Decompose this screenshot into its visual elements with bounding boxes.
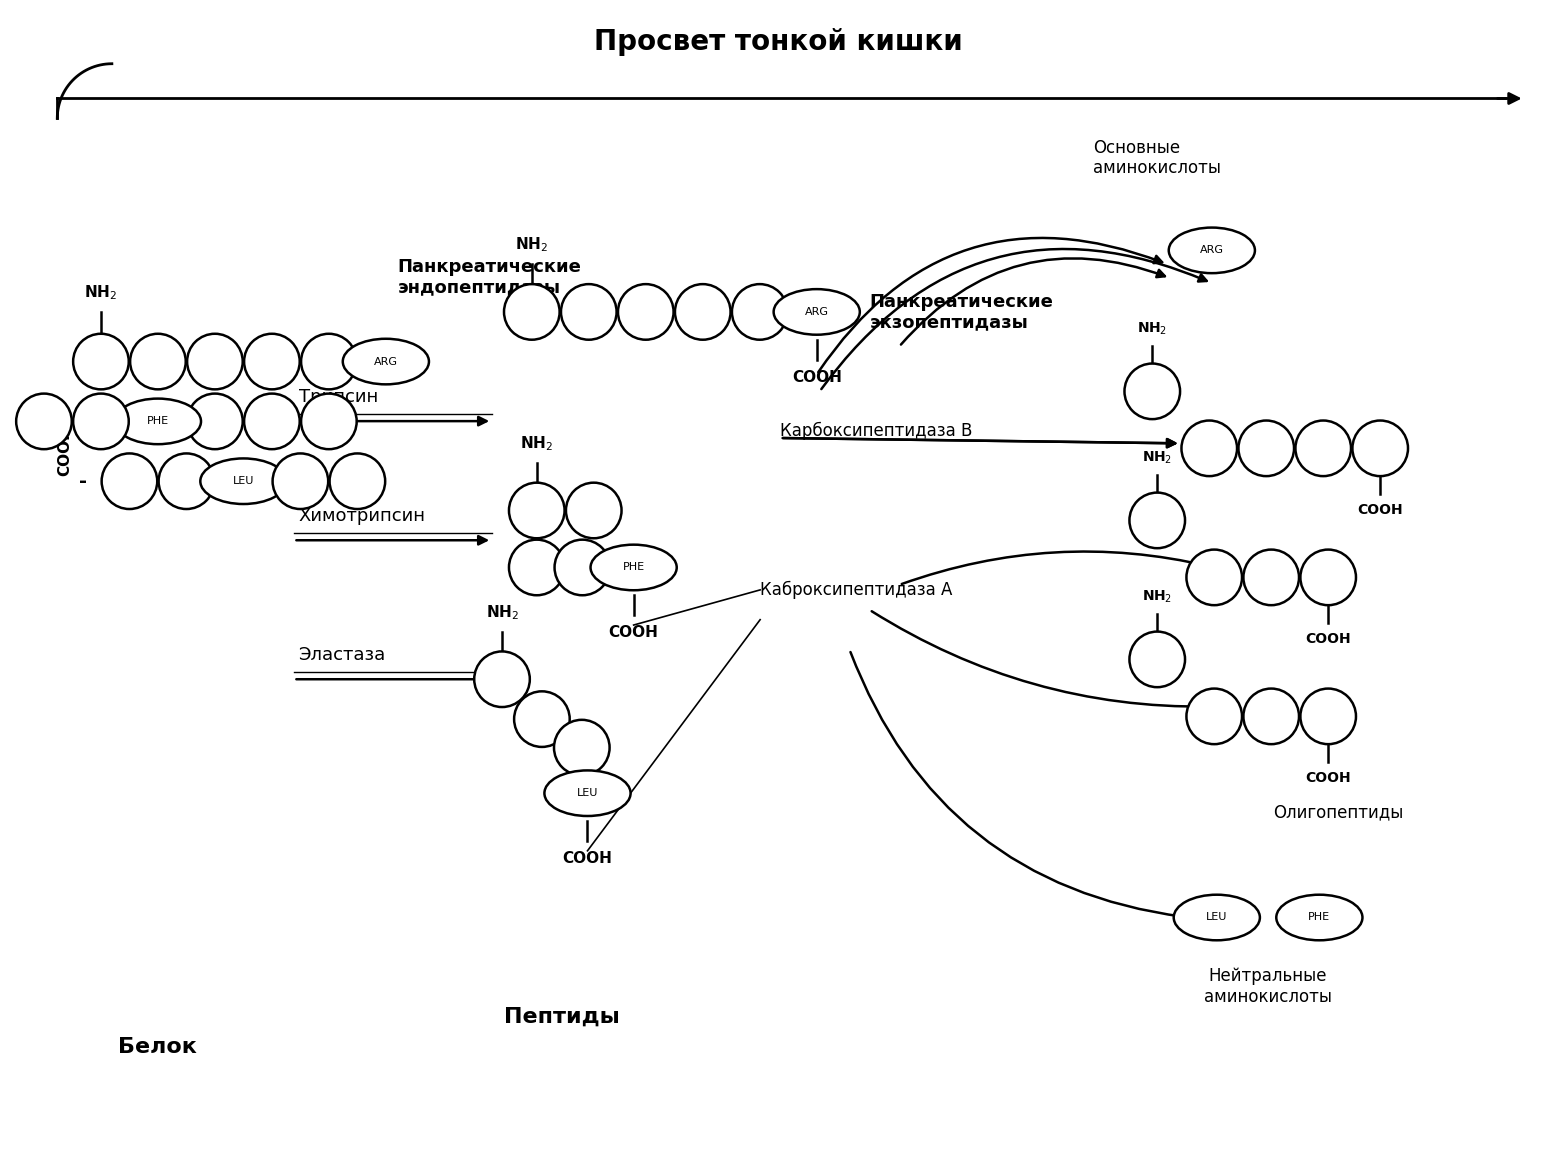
Circle shape [244, 334, 299, 390]
Text: ARG: ARG [1200, 245, 1224, 255]
Circle shape [1244, 689, 1299, 744]
Text: PHE: PHE [146, 416, 170, 427]
Circle shape [16, 393, 72, 450]
Circle shape [732, 284, 788, 339]
Circle shape [618, 284, 674, 339]
Circle shape [554, 720, 610, 775]
Text: Олигопептиды: Олигопептиды [1274, 804, 1403, 822]
Ellipse shape [115, 399, 201, 444]
Circle shape [330, 453, 385, 509]
Text: Химотрипсин: Химотрипсин [299, 507, 425, 526]
Text: Белок: Белок [118, 1036, 198, 1057]
Circle shape [674, 284, 730, 339]
Text: Нейтральные
аминокислоты: Нейтральные аминокислоты [1204, 967, 1333, 1006]
Circle shape [101, 453, 157, 509]
Ellipse shape [1174, 895, 1260, 941]
Circle shape [1300, 550, 1356, 605]
Text: PHE: PHE [1308, 912, 1330, 922]
Circle shape [509, 483, 565, 538]
Text: COOH: COOH [1358, 503, 1403, 518]
Text: Панкреатические
экзопептидазы: Панкреатические экзопептидазы [869, 292, 1053, 331]
Text: NH$_2$: NH$_2$ [515, 236, 548, 254]
Text: Эластаза: Эластаза [299, 646, 386, 665]
Circle shape [554, 539, 610, 596]
Text: Просвет тонкой кишки: Просвет тонкой кишки [593, 28, 962, 56]
Text: COOH: COOH [1305, 632, 1351, 646]
Text: COOH: COOH [58, 427, 73, 476]
Circle shape [272, 453, 329, 509]
Circle shape [1129, 631, 1185, 688]
Text: NH$_2$: NH$_2$ [1143, 450, 1172, 466]
Circle shape [1353, 421, 1408, 476]
Circle shape [301, 393, 357, 450]
Ellipse shape [1277, 895, 1362, 941]
Circle shape [1238, 421, 1294, 476]
Text: NH$_2$: NH$_2$ [1137, 321, 1168, 337]
Text: COOH: COOH [793, 369, 842, 384]
Circle shape [73, 393, 129, 450]
Text: Основные
аминокислоты: Основные аминокислоты [1093, 139, 1221, 177]
Circle shape [1186, 689, 1242, 744]
Ellipse shape [590, 545, 677, 590]
Ellipse shape [545, 770, 631, 816]
Text: LEU: LEU [1207, 912, 1227, 922]
Text: NH$_2$: NH$_2$ [520, 435, 553, 453]
Circle shape [1124, 363, 1180, 419]
Circle shape [244, 393, 299, 450]
Text: COOH: COOH [609, 626, 659, 641]
Text: COOH: COOH [1305, 770, 1351, 785]
Ellipse shape [774, 289, 859, 335]
Circle shape [187, 334, 243, 390]
Circle shape [475, 651, 529, 707]
Text: NH$_2$: NH$_2$ [1143, 589, 1172, 605]
Circle shape [509, 539, 565, 596]
Circle shape [1182, 421, 1238, 476]
Text: COOH: COOH [562, 851, 612, 866]
Text: Трипсин: Трипсин [299, 389, 378, 406]
Circle shape [561, 284, 617, 339]
Circle shape [504, 284, 559, 339]
Circle shape [1244, 550, 1299, 605]
Circle shape [301, 334, 357, 390]
Text: -: - [79, 472, 87, 491]
Circle shape [1129, 492, 1185, 549]
Text: NH$_2$: NH$_2$ [84, 283, 117, 302]
Text: ARG: ARG [374, 356, 399, 367]
Ellipse shape [1169, 228, 1255, 274]
Text: ARG: ARG [805, 307, 828, 317]
Ellipse shape [343, 339, 428, 384]
Circle shape [565, 483, 621, 538]
Text: LEU: LEU [576, 788, 598, 798]
Text: Карбоксипептидаза В: Карбоксипептидаза В [780, 422, 973, 440]
Circle shape [514, 691, 570, 748]
Circle shape [1186, 550, 1242, 605]
Text: PHE: PHE [623, 562, 645, 573]
Text: Каброксипептидаза А: Каброксипептидаза А [760, 581, 953, 599]
Circle shape [131, 334, 185, 390]
Text: Панкреатические
эндопептидазы: Панкреатические эндопептидазы [397, 258, 582, 297]
Text: NH$_2$: NH$_2$ [486, 603, 518, 622]
Ellipse shape [201, 459, 286, 504]
Circle shape [1300, 689, 1356, 744]
Circle shape [1295, 421, 1351, 476]
Circle shape [159, 453, 215, 509]
Text: Пептиды: Пептиды [504, 1006, 620, 1027]
Circle shape [187, 393, 243, 450]
Circle shape [73, 334, 129, 390]
Text: LEU: LEU [232, 476, 254, 486]
